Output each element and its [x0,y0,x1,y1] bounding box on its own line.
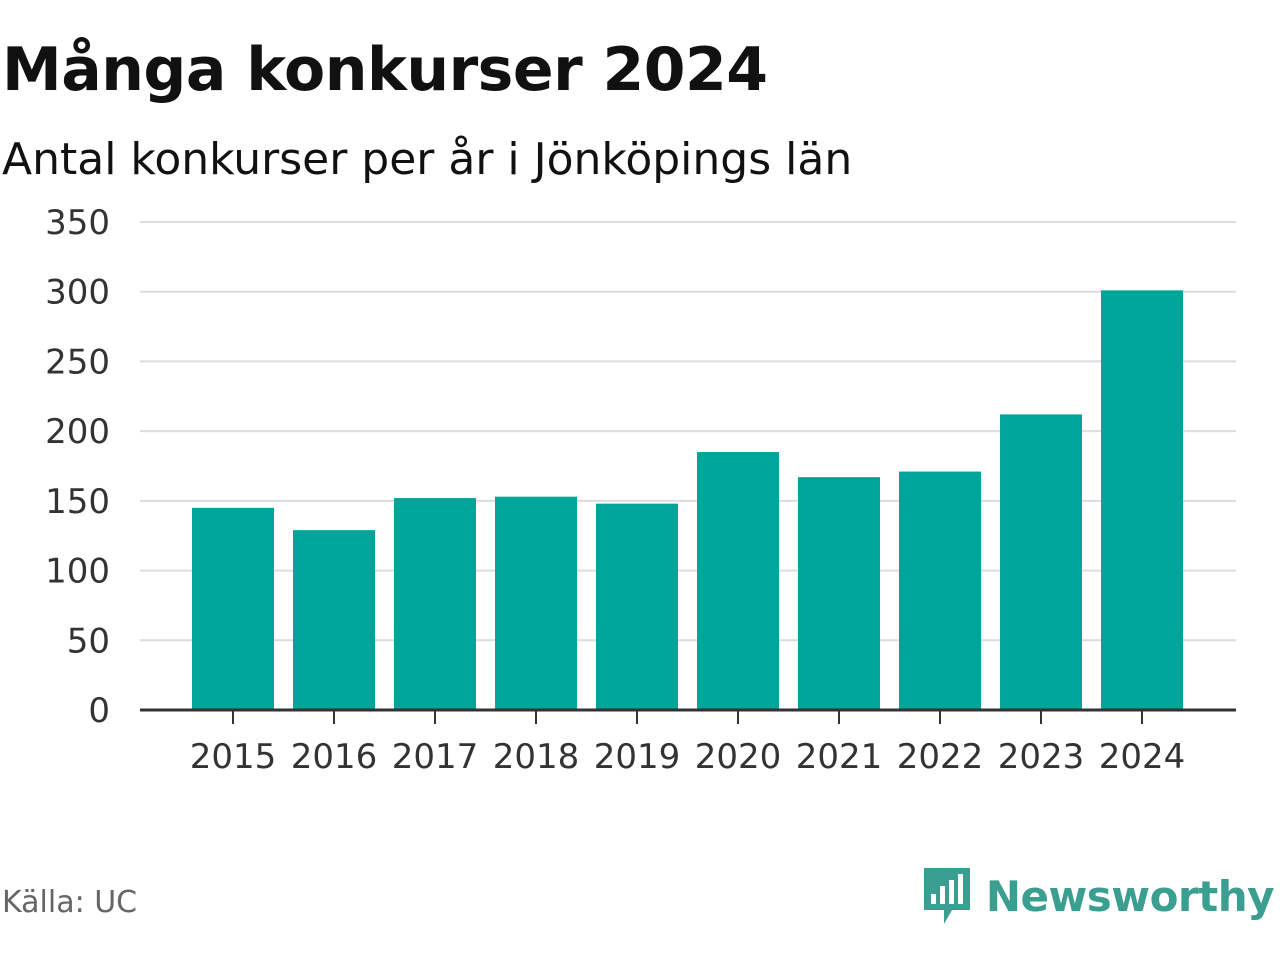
bar-2021 [798,477,880,710]
source-label: Källa: UC [2,885,138,920]
bars [192,290,1183,710]
y-tick-label: 0 [88,691,110,731]
x-tick-label: 2018 [493,737,580,777]
chart-title: Många konkurser 2024 [2,35,768,105]
newsworthy-logo-icon [923,868,970,924]
x-tick-label: 2022 [897,737,984,777]
x-tick-label: 2024 [1099,737,1186,777]
x-tick-label: 2019 [594,737,681,777]
x-tick-label: 2020 [695,737,782,777]
y-tick-label: 350 [45,203,110,243]
bar-2024 [1101,290,1183,710]
y-axis-ticks: 0 50 100 150 200 250 300 350 [45,203,110,731]
x-tick-label: 2017 [392,737,479,777]
bar-2022 [899,471,981,710]
y-tick-label: 150 [45,482,110,522]
brand[interactable]: Newsworthy [922,866,1275,926]
x-tick-label: 2016 [291,737,378,777]
bar-2015 [192,507,274,710]
x-tick-label: 2023 [998,737,1085,777]
bar-2018 [495,496,577,710]
bar-2017 [394,498,476,710]
y-tick-label: 200 [45,412,110,452]
brand-name: Newsworthy [985,871,1275,921]
x-tick-label: 2015 [190,737,277,777]
x-axis-ticks: 2015 2016 2017 2018 2019 2020 2021 2022 2023 2024 [190,710,1186,777]
y-tick-label: 300 [45,273,110,313]
bar-2019 [596,503,678,710]
chart-subtitle: Antal konkurser per år i Jönköpings län [2,134,853,185]
bar-2020 [697,452,779,710]
bar-2023 [1000,414,1082,710]
bar-2016 [293,530,375,710]
x-tick-label: 2021 [796,737,883,777]
y-tick-label: 250 [45,342,110,382]
y-tick-label: 50 [67,621,110,661]
y-tick-label: 100 [45,552,110,592]
